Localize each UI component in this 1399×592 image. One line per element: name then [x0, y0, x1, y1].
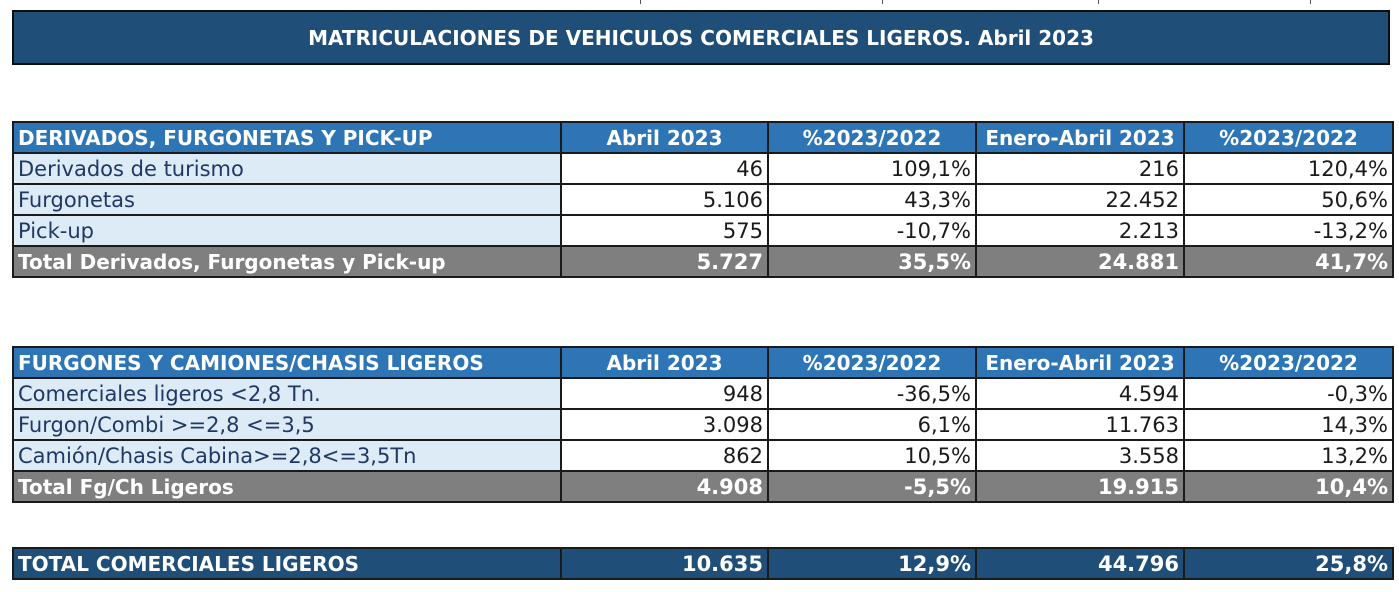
top-edge-marks — [0, 0, 1399, 4]
cell-pct-ytd: -13,2% — [1183, 214, 1394, 247]
cell-ytd: 2.213 — [975, 214, 1185, 247]
grand-total-pct-ytd: 25,8% — [1183, 547, 1394, 580]
cell-month: 3.098 — [560, 408, 769, 441]
row-label: Pick-up — [12, 214, 562, 247]
total-month: 4.908 — [560, 470, 769, 503]
table-row: Camión/Chasis Cabina>=2,8<=3,5Tn 862 10,… — [12, 439, 1394, 472]
column-header-pct-month: %2023/2022 — [767, 346, 977, 379]
column-header-month: Abril 2023 — [560, 346, 769, 379]
cell-ytd: 3.558 — [975, 439, 1185, 472]
total-ytd: 19.915 — [975, 470, 1185, 503]
grand-total-label: TOTAL COMERCIALES LIGEROS — [12, 547, 562, 580]
table-header-row: FURGONES Y CAMIONES/CHASIS LIGEROS Abril… — [12, 346, 1394, 379]
furgones-table: FURGONES Y CAMIONES/CHASIS LIGEROS Abril… — [12, 346, 1394, 503]
table-header-row: DERIVADOS, FURGONETAS Y PICK-UP Abril 20… — [12, 121, 1394, 154]
cell-pct-ytd: 14,3% — [1183, 408, 1394, 441]
cell-ytd: 22.452 — [975, 183, 1185, 216]
table-row: Furgonetas 5.106 43,3% 22.452 50,6% — [12, 183, 1394, 216]
grand-total-row: TOTAL COMERCIALES LIGEROS 10.635 12,9% 4… — [12, 547, 1394, 580]
cell-month: 948 — [560, 377, 769, 410]
table-row: Comerciales ligeros <2,8 Tn. 948 -36,5% … — [12, 377, 1394, 410]
cell-ytd: 11.763 — [975, 408, 1185, 441]
cell-pct-ytd: 13,2% — [1183, 439, 1394, 472]
page-title: MATRICULACIONES DE VEHICULOS COMERCIALES… — [12, 10, 1390, 65]
row-label: Furgon/Combi >=2,8 <=3,5 — [12, 408, 562, 441]
total-ytd: 24.881 — [975, 245, 1185, 278]
column-header-pct-month: %2023/2022 — [767, 121, 977, 154]
table-row: Derivados de turismo 46 109,1% 216 120,4… — [12, 152, 1394, 185]
column-header-ytd: Enero-Abril 2023 — [975, 121, 1185, 154]
cell-pct-month: 43,3% — [767, 183, 977, 216]
cell-month: 5.106 — [560, 183, 769, 216]
cell-pct-ytd: -0,3% — [1183, 377, 1394, 410]
cell-pct-ytd: 120,4% — [1183, 152, 1394, 185]
total-pct-month: 35,5% — [767, 245, 977, 278]
derivados-table: DERIVADOS, FURGONETAS Y PICK-UP Abril 20… — [12, 121, 1394, 278]
cell-month: 575 — [560, 214, 769, 247]
total-row: Total Fg/Ch Ligeros 4.908 -5,5% 19.915 1… — [12, 470, 1394, 503]
grand-total-pct-month: 12,9% — [767, 547, 977, 580]
column-header-pct-ytd: %2023/2022 — [1183, 121, 1394, 154]
total-pct-ytd: 10,4% — [1183, 470, 1394, 503]
cell-pct-month: 109,1% — [767, 152, 977, 185]
section-title: FURGONES Y CAMIONES/CHASIS LIGEROS — [12, 346, 562, 379]
cell-pct-ytd: 50,6% — [1183, 183, 1394, 216]
cell-month: 46 — [560, 152, 769, 185]
cell-pct-month: 6,1% — [767, 408, 977, 441]
total-pct-month: -5,5% — [767, 470, 977, 503]
total-month: 5.727 — [560, 245, 769, 278]
row-label: Comerciales ligeros <2,8 Tn. — [12, 377, 562, 410]
grand-total-table: TOTAL COMERCIALES LIGEROS 10.635 12,9% 4… — [12, 547, 1394, 580]
grand-total-ytd: 44.796 — [975, 547, 1185, 580]
total-label: Total Fg/Ch Ligeros — [12, 470, 562, 503]
cell-month: 862 — [560, 439, 769, 472]
table-row: Pick-up 575 -10,7% 2.213 -13,2% — [12, 214, 1394, 247]
column-header-pct-ytd: %2023/2022 — [1183, 346, 1394, 379]
cell-pct-month: -10,7% — [767, 214, 977, 247]
cell-pct-month: 10,5% — [767, 439, 977, 472]
row-label: Furgonetas — [12, 183, 562, 216]
grand-total-month: 10.635 — [560, 547, 769, 580]
section-title: DERIVADOS, FURGONETAS Y PICK-UP — [12, 121, 562, 154]
column-header-ytd: Enero-Abril 2023 — [975, 346, 1185, 379]
total-label: Total Derivados, Furgonetas y Pick-up — [12, 245, 562, 278]
cell-ytd: 216 — [975, 152, 1185, 185]
total-row: Total Derivados, Furgonetas y Pick-up 5.… — [12, 245, 1394, 278]
cell-ytd: 4.594 — [975, 377, 1185, 410]
column-header-month: Abril 2023 — [560, 121, 769, 154]
cell-pct-month: -36,5% — [767, 377, 977, 410]
row-label: Derivados de turismo — [12, 152, 562, 185]
row-label: Camión/Chasis Cabina>=2,8<=3,5Tn — [12, 439, 562, 472]
table-row: Furgon/Combi >=2,8 <=3,5 3.098 6,1% 11.7… — [12, 408, 1394, 441]
total-pct-ytd: 41,7% — [1183, 245, 1394, 278]
